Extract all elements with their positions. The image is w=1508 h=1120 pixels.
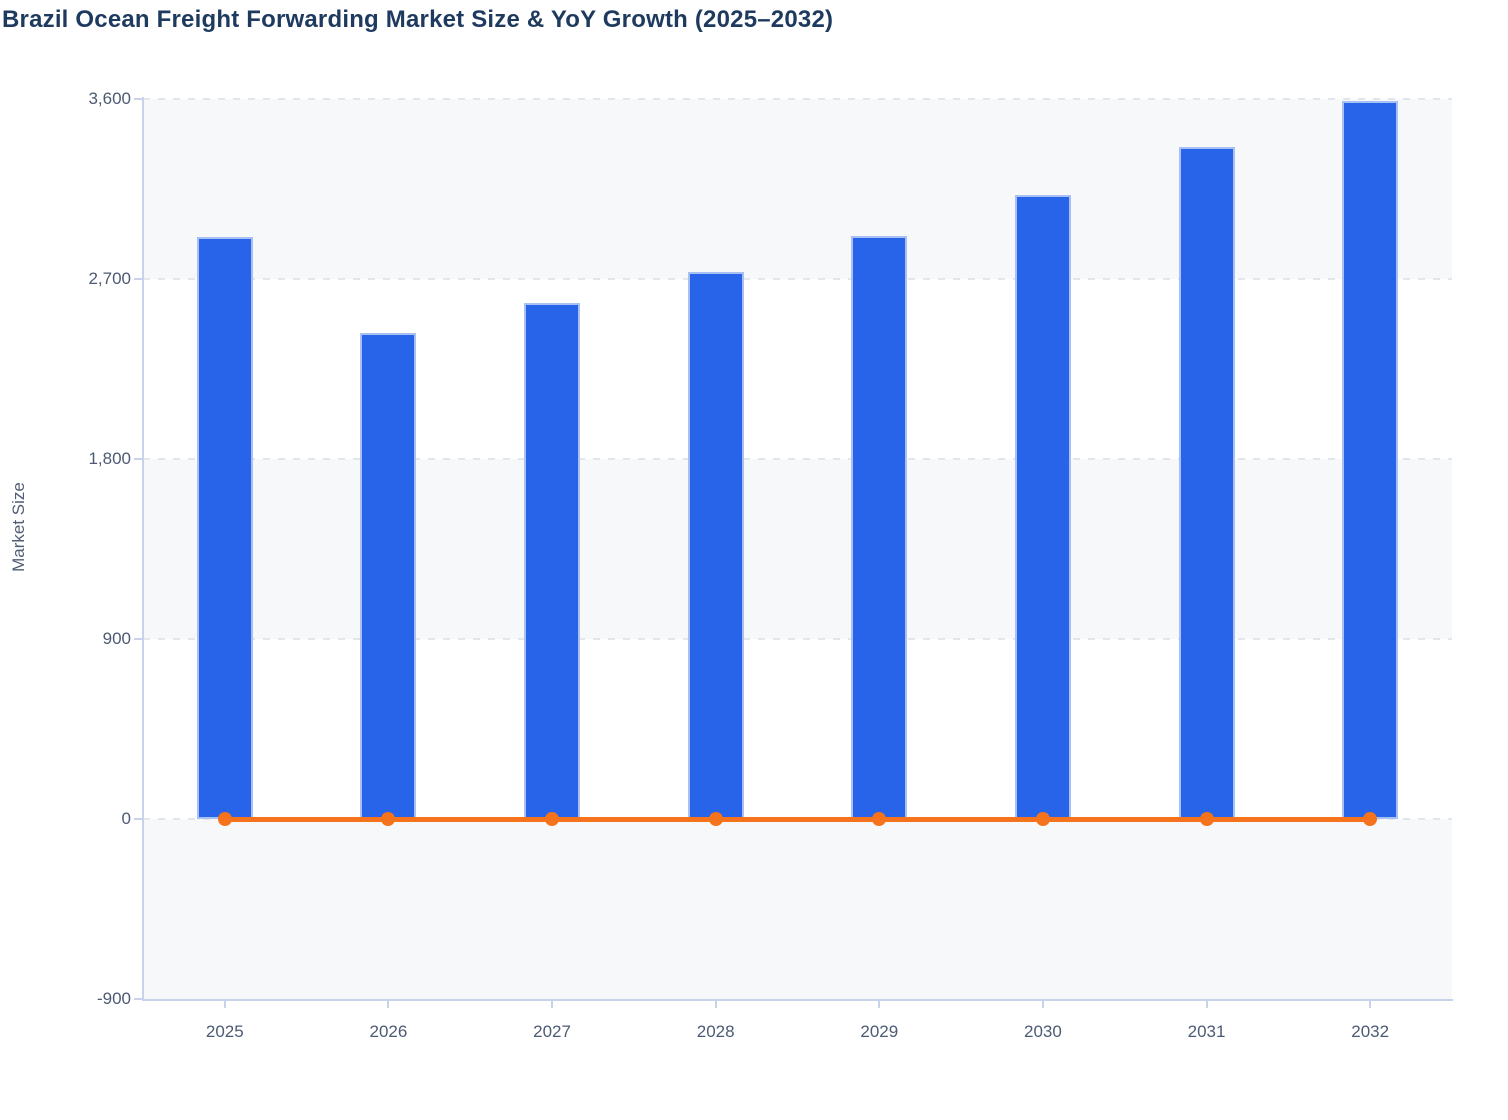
bar-2029[interactable] <box>851 236 908 819</box>
y-axis-tick <box>134 818 143 820</box>
bar-2030[interactable] <box>1014 195 1071 819</box>
x-axis-line <box>142 999 1453 1001</box>
yoy-marker-2032[interactable] <box>1363 812 1378 826</box>
x-axis-tick <box>387 999 390 1008</box>
plot-band <box>143 99 1452 279</box>
y-tick-label: -900 <box>96 989 131 1008</box>
x-axis-tick <box>878 999 881 1008</box>
x-axis-tick <box>714 999 717 1008</box>
x-axis-tick <box>1205 999 1208 1008</box>
x-tick-label: 2026 <box>369 1022 408 1041</box>
x-tick-label: 2029 <box>860 1022 899 1041</box>
plot-band <box>143 819 1452 999</box>
y-axis-tick <box>134 638 143 640</box>
y-axis-tick <box>134 458 143 460</box>
bar-2026[interactable] <box>360 333 417 819</box>
yoy-marker-2030[interactable] <box>1035 812 1050 826</box>
yoy-growth-line-segment <box>715 816 880 822</box>
x-tick-label: 2032 <box>1351 1022 1390 1041</box>
yoy-growth-line-segment <box>552 816 716 822</box>
y-tick-label: 3,600 <box>88 89 131 108</box>
y-tick-label: 900 <box>102 629 131 648</box>
y-axis-tick <box>134 98 143 100</box>
y-axis-tick <box>134 278 143 280</box>
x-axis-tick <box>1369 999 1372 1008</box>
x-tick-label: 2025 <box>205 1022 244 1041</box>
x-tick-label: 2031 <box>1187 1022 1226 1041</box>
yoy-marker-2025[interactable] <box>217 812 232 826</box>
yoy-growth-line-segment <box>224 816 389 822</box>
yoy-growth-line-segment <box>879 816 1043 822</box>
yoy-marker-2028[interactable] <box>708 812 723 826</box>
y-tick-label: 1,800 <box>88 449 131 468</box>
y-axis-line <box>142 97 144 1001</box>
yoy-marker-2029[interactable] <box>872 812 887 826</box>
yoy-marker-2031[interactable] <box>1199 812 1214 826</box>
plot-band <box>143 279 1452 459</box>
chart-title: Brazil Ocean Freight Forwarding Market S… <box>2 6 834 33</box>
gridline <box>143 278 1452 280</box>
yoy-marker-2026[interactable] <box>381 812 396 826</box>
plot-band <box>143 459 1452 639</box>
gridline <box>143 98 1452 100</box>
yoy-growth-line-segment <box>1206 816 1371 822</box>
yoy-marker-2027[interactable] <box>545 812 560 826</box>
y-axis-tick <box>134 998 143 1000</box>
bar-2031[interactable] <box>1178 147 1235 819</box>
bar-2032[interactable] <box>1342 101 1399 819</box>
y-tick-label: 0 <box>121 809 131 828</box>
gridline <box>143 458 1452 460</box>
y-axis-title: Market Size <box>9 482 28 572</box>
x-axis-tick <box>1041 999 1044 1008</box>
y-tick-label: 2,700 <box>88 269 131 288</box>
x-tick-label: 2027 <box>533 1022 571 1041</box>
x-tick-label: 2028 <box>696 1022 735 1041</box>
plot-band <box>143 639 1452 819</box>
x-axis-tick <box>223 999 226 1008</box>
bar-2025[interactable] <box>196 237 253 819</box>
gridline <box>143 638 1452 640</box>
yoy-growth-line-segment <box>1042 816 1207 822</box>
bar-2028[interactable] <box>687 272 744 819</box>
x-tick-label: 2030 <box>1024 1022 1062 1041</box>
x-axis-tick <box>551 999 554 1008</box>
plot-area <box>143 98 1452 999</box>
yoy-growth-line-segment <box>388 816 553 822</box>
bar-2027[interactable] <box>524 303 581 819</box>
